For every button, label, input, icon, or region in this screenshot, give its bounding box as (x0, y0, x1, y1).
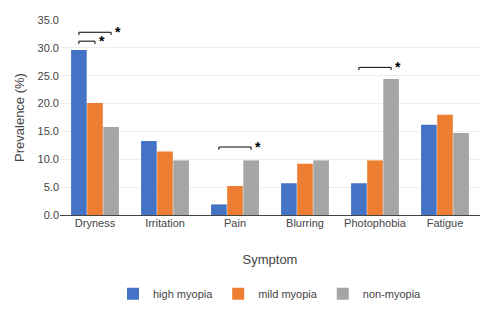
svg-text:10.0: 10.0 (38, 153, 59, 165)
svg-text:35.0: 35.0 (38, 14, 59, 26)
svg-text:Dryness: Dryness (75, 217, 116, 229)
svg-text:30.0: 30.0 (38, 42, 59, 54)
svg-text:20.0: 20.0 (38, 97, 59, 109)
svg-text:non-myopia: non-myopia (363, 288, 421, 300)
svg-text:*: * (99, 33, 105, 49)
svg-text:high myopia: high myopia (153, 288, 213, 300)
svg-text:25.0: 25.0 (38, 70, 59, 82)
svg-text:Irritation: Irritation (145, 217, 185, 229)
svg-text:Fatigue: Fatigue (427, 217, 464, 229)
svg-text:Prevalence (%): Prevalence (%) (12, 73, 27, 162)
svg-text:Blurring: Blurring (286, 217, 324, 229)
svg-text:15.0: 15.0 (38, 125, 59, 137)
svg-text:Pain: Pain (224, 217, 246, 229)
svg-text:*: * (115, 24, 121, 40)
svg-text:Symptom: Symptom (243, 252, 298, 267)
svg-text:*: * (255, 139, 261, 155)
svg-text:5.0: 5.0 (44, 181, 59, 193)
svg-text:Photophobia: Photophobia (344, 217, 407, 229)
svg-text:*: * (395, 59, 401, 75)
svg-text:0.0: 0.0 (44, 209, 59, 221)
svg-text:mild myopia: mild myopia (258, 288, 318, 300)
